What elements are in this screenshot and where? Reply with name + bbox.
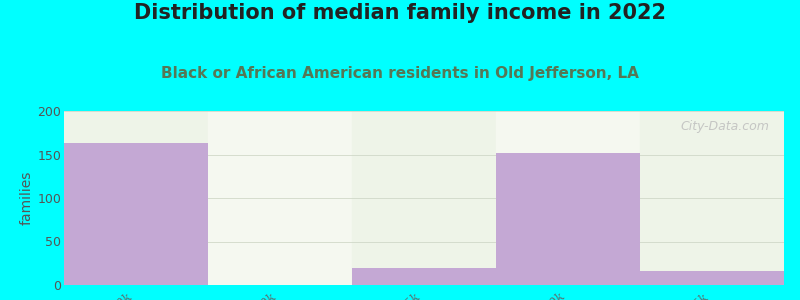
Bar: [64, 111, 208, 285]
Bar: [352, 111, 496, 285]
Bar: [496, 111, 640, 285]
Bar: [640, 111, 784, 285]
Bar: [64, 143, 208, 285]
Text: City-Data.com: City-Data.com: [681, 120, 770, 133]
Y-axis label: families: families: [19, 171, 33, 225]
Bar: [640, 271, 784, 285]
Text: Distribution of median family income in 2022: Distribution of median family income in …: [134, 3, 666, 23]
Bar: [352, 268, 496, 285]
Text: Black or African American residents in Old Jefferson, LA: Black or African American residents in O…: [161, 66, 639, 81]
Bar: [496, 153, 640, 285]
Bar: [208, 111, 352, 285]
